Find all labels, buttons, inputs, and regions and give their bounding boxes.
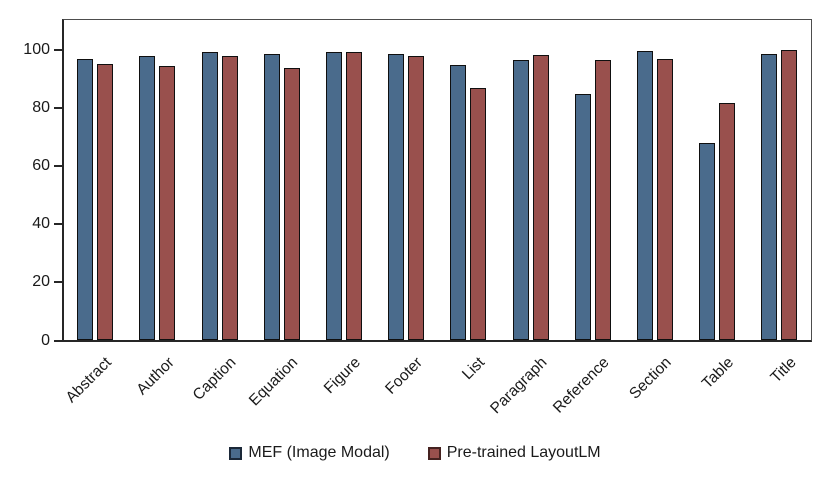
x-category-label: Footer: [382, 354, 427, 398]
x-category-label: Paragraph: [487, 354, 551, 418]
y-tick-label: 60: [32, 157, 50, 175]
bar-pre-trained-reference: [594, 60, 611, 340]
y-tick-label: 20: [32, 273, 50, 291]
bar-pre-trained-list: [470, 87, 487, 340]
x-category-label: Table: [698, 354, 738, 393]
bar-mef-footer: [388, 53, 405, 340]
bar-pre-trained-section: [657, 58, 673, 340]
bar-mef-table: [699, 143, 716, 340]
legend-marker-mef-icon: [229, 446, 243, 460]
bar-pre-trained-paragraph: [532, 54, 549, 340]
x-category-label: Section: [626, 354, 676, 403]
bar-pre-trained-table: [719, 103, 736, 340]
y-tick: [54, 339, 62, 342]
bar-mef-paragraph: [512, 59, 529, 340]
bar-mef-caption: [201, 51, 218, 340]
legend-label-mef: MEF (Image Modal): [248, 444, 390, 461]
bar-mef-section: [637, 50, 653, 340]
legend-item-layoutlm: Pre-trained LayoutLM: [427, 444, 601, 462]
bar-mef-reference: [574, 94, 591, 340]
x-category-label: Abstract: [62, 354, 116, 407]
y-tick: [54, 49, 62, 51]
x-category-label: Figure: [320, 354, 364, 398]
x-category-label: Title: [767, 354, 800, 387]
bar-pre-trained-title: [781, 49, 798, 340]
bar-pre-trained-abstract: [97, 63, 114, 340]
y-tick: [54, 107, 62, 110]
bar-mef-figure: [325, 51, 342, 340]
bar-mef-abstract: [77, 58, 94, 340]
legend: MEF (Image Modal) Pre-trained LayoutLM: [0, 444, 830, 462]
legend-marker-layoutlm-icon: [427, 446, 441, 460]
bar-pre-trained-equation: [283, 68, 300, 340]
legend-label-layoutlm: Pre-trained LayoutLM: [446, 444, 601, 461]
y-tick-label: 40: [32, 215, 50, 233]
bar-pre-trained-caption: [221, 56, 238, 340]
bar-pre-trained-author: [159, 66, 176, 340]
x-category-label: List: [459, 354, 489, 384]
legend-item-mef: MEF (Image Modal): [229, 444, 390, 462]
plot-area: [62, 19, 812, 342]
bar-mef-author: [139, 56, 156, 340]
y-tick-label: 100: [23, 41, 50, 58]
bar-pre-trained-footer: [408, 55, 425, 340]
bar-mef-list: [450, 64, 467, 340]
x-category-label: Author: [133, 354, 178, 399]
y-tick: [54, 165, 62, 168]
bar-pre-trained-figure: [345, 51, 362, 340]
bar-mef-equation: [263, 53, 280, 340]
bar-mef-title: [761, 54, 778, 340]
x-category-label: Reference: [550, 354, 613, 417]
y-tick-label: 80: [32, 99, 50, 117]
y-tick-label: 0: [41, 331, 50, 349]
y-tick: [54, 281, 62, 284]
x-category-label: Equation: [246, 354, 302, 410]
y-tick: [54, 223, 62, 226]
x-category-label: Caption: [189, 354, 240, 404]
